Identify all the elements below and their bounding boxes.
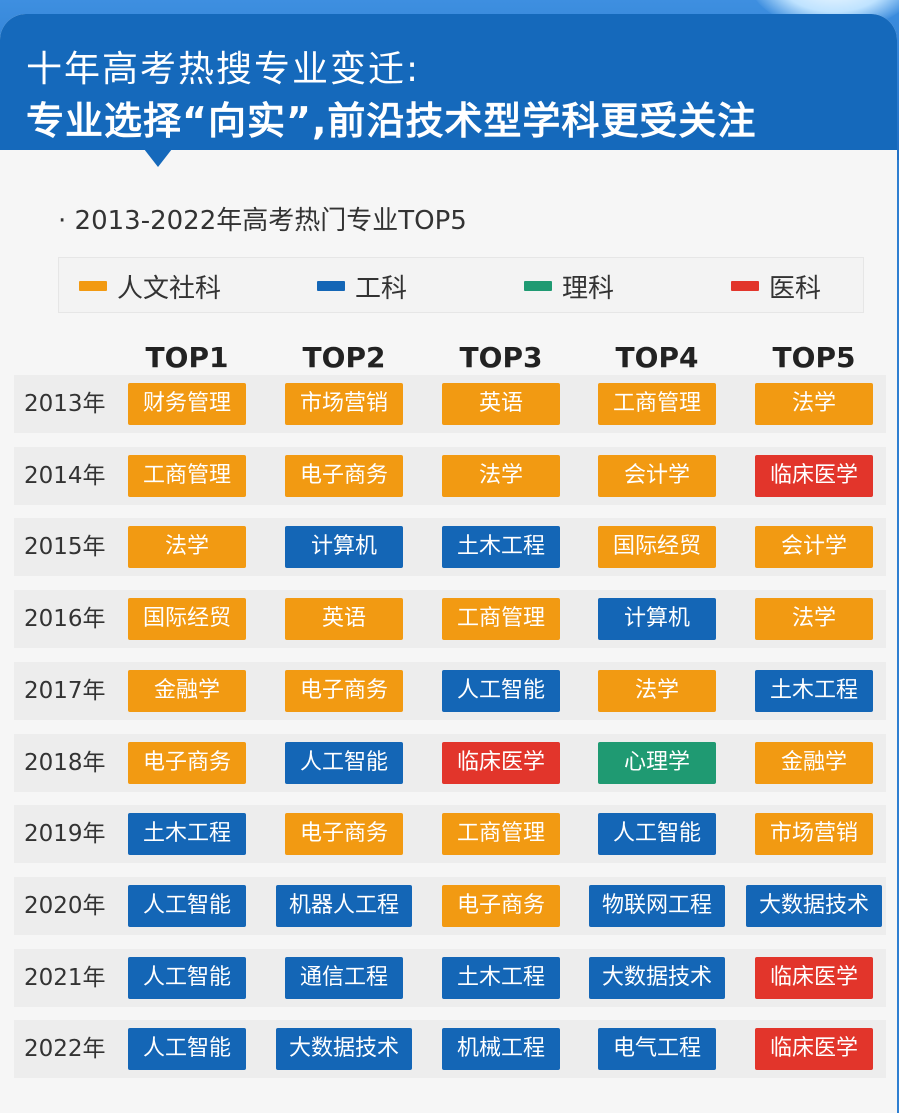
major-tag: 人工智能 bbox=[128, 1028, 246, 1070]
year-label: 2014年 bbox=[24, 463, 106, 489]
chart-subtitle: · 2013-2022年高考热门专业TOP5 bbox=[58, 206, 467, 236]
legend-label: 人文社科 bbox=[117, 273, 222, 304]
major-tag: 临床医学 bbox=[442, 742, 560, 784]
infographic-card: 十年高考热搜专业变迁: 专业选择“向实”,前沿技术型学科更受关注 · 2013-… bbox=[0, 14, 897, 1113]
major-tag: 通信工程 bbox=[285, 957, 403, 999]
major-tag: 市场营销 bbox=[755, 813, 873, 855]
major-tag: 电气工程 bbox=[598, 1028, 716, 1070]
major-tag: 物联网工程 bbox=[589, 885, 725, 927]
major-tag: 临床医学 bbox=[755, 1028, 873, 1070]
year-label: 2021年 bbox=[24, 965, 106, 991]
major-tag: 工商管理 bbox=[442, 598, 560, 640]
year-label: 2017年 bbox=[24, 678, 106, 704]
major-tag: 市场营销 bbox=[285, 383, 403, 425]
major-tag: 人工智能 bbox=[285, 742, 403, 784]
legend-item-humanities: 人文社科 bbox=[79, 258, 221, 314]
major-tag: 人工智能 bbox=[442, 670, 560, 712]
major-tag: 工商管理 bbox=[128, 455, 246, 497]
major-tag: 大数据技术 bbox=[276, 1028, 412, 1070]
major-tag: 国际经贸 bbox=[598, 526, 716, 568]
legend-swatch bbox=[79, 281, 107, 291]
major-tag: 财务管理 bbox=[128, 383, 246, 425]
major-tag: 临床医学 bbox=[755, 455, 873, 497]
major-tag: 人工智能 bbox=[128, 957, 246, 999]
major-tag: 人工智能 bbox=[128, 885, 246, 927]
major-tag: 电子商务 bbox=[442, 885, 560, 927]
column-header-top2: TOP2 bbox=[302, 341, 386, 374]
year-label: 2013年 bbox=[24, 391, 106, 417]
major-tag: 心理学 bbox=[598, 742, 716, 784]
major-tag: 土木工程 bbox=[755, 670, 873, 712]
legend-label: 医科 bbox=[769, 273, 822, 304]
legend-swatch bbox=[524, 281, 552, 291]
major-tag: 人工智能 bbox=[598, 813, 716, 855]
major-tag: 金融学 bbox=[128, 670, 246, 712]
major-tag: 土木工程 bbox=[442, 526, 560, 568]
major-tag: 法学 bbox=[442, 455, 560, 497]
major-tag: 电子商务 bbox=[285, 813, 403, 855]
year-label: 2015年 bbox=[24, 534, 106, 560]
major-tag: 工商管理 bbox=[598, 383, 716, 425]
major-tag: 机械工程 bbox=[442, 1028, 560, 1070]
major-tag: 金融学 bbox=[755, 742, 873, 784]
legend-label: 理科 bbox=[562, 273, 615, 304]
major-tag: 工商管理 bbox=[442, 813, 560, 855]
major-tag: 英语 bbox=[442, 383, 560, 425]
major-tag: 英语 bbox=[285, 598, 403, 640]
major-tag: 电子商务 bbox=[285, 670, 403, 712]
legend-item-engineering: 工科 bbox=[317, 258, 407, 314]
legend-label: 工科 bbox=[355, 273, 408, 304]
header-pointer bbox=[144, 149, 172, 167]
legend-swatch bbox=[731, 281, 759, 291]
year-label: 2019年 bbox=[24, 821, 106, 847]
major-tag: 临床医学 bbox=[755, 957, 873, 999]
major-tag: 电子商务 bbox=[285, 455, 403, 497]
column-header-top1: TOP1 bbox=[145, 341, 229, 374]
major-tag: 法学 bbox=[755, 383, 873, 425]
column-header-top5: TOP5 bbox=[772, 341, 856, 374]
year-label: 2020年 bbox=[24, 893, 106, 919]
major-tag: 大数据技术 bbox=[746, 885, 882, 927]
legend-item-science: 理科 bbox=[524, 258, 614, 314]
major-tag: 国际经贸 bbox=[128, 598, 246, 640]
legend-swatch bbox=[317, 281, 345, 291]
major-tag: 法学 bbox=[598, 670, 716, 712]
major-tag: 土木工程 bbox=[442, 957, 560, 999]
year-label: 2018年 bbox=[24, 750, 106, 776]
major-tag: 法学 bbox=[128, 526, 246, 568]
year-label: 2016年 bbox=[24, 606, 106, 632]
major-tag: 土木工程 bbox=[128, 813, 246, 855]
legend-item-medicine: 医科 bbox=[731, 258, 821, 314]
major-tag: 会计学 bbox=[598, 455, 716, 497]
title-line-1: 十年高考热搜专业变迁: bbox=[26, 49, 421, 90]
major-tag: 会计学 bbox=[755, 526, 873, 568]
legend: 人文社科 工科 理科 医科 bbox=[58, 257, 864, 313]
title-line-2: 专业选择“向实”,前沿技术型学科更受关注 bbox=[26, 99, 757, 143]
major-tag: 电子商务 bbox=[128, 742, 246, 784]
column-header-top3: TOP3 bbox=[459, 341, 543, 374]
year-label: 2022年 bbox=[24, 1036, 106, 1062]
major-tag: 计算机 bbox=[285, 526, 403, 568]
major-tag: 机器人工程 bbox=[276, 885, 412, 927]
major-tag: 法学 bbox=[755, 598, 873, 640]
major-tag: 大数据技术 bbox=[589, 957, 725, 999]
column-header-top4: TOP4 bbox=[615, 341, 699, 374]
major-tag: 计算机 bbox=[598, 598, 716, 640]
header-banner: 十年高考热搜专业变迁: 专业选择“向实”,前沿技术型学科更受关注 bbox=[0, 14, 897, 150]
